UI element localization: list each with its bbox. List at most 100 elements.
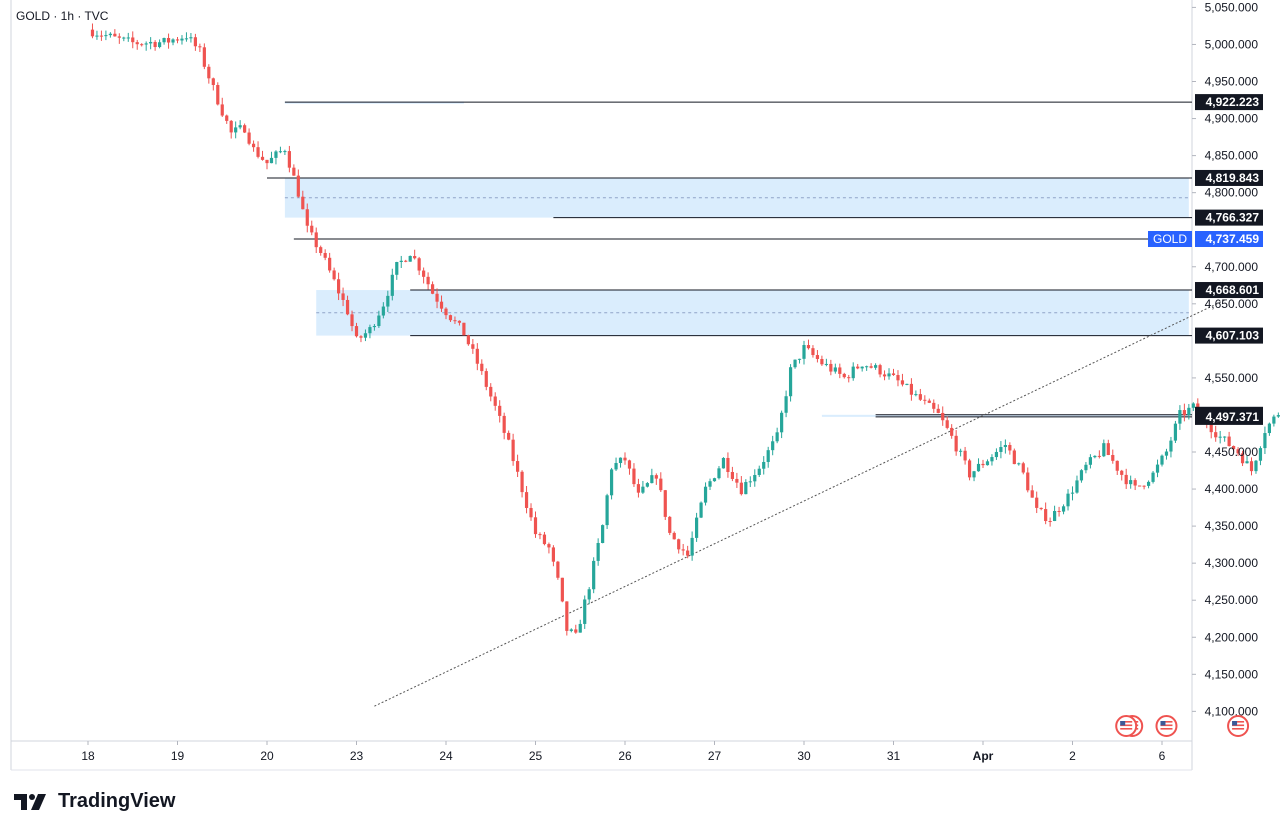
candle-body <box>842 373 846 378</box>
price-tag-label: 4,497.371 <box>1206 410 1260 424</box>
candle-body <box>189 37 193 39</box>
candle-body <box>1079 470 1084 481</box>
candle-body <box>283 151 287 153</box>
candle-body <box>162 37 166 43</box>
price-tick-label: 4,550.000 <box>1205 371 1259 385</box>
candle-body <box>793 359 797 368</box>
time-tick-label: Apr <box>973 749 994 763</box>
candle-body <box>1214 432 1218 438</box>
candle-body <box>408 256 412 262</box>
candle-body <box>1066 493 1070 507</box>
candle-body <box>538 534 542 536</box>
candle-body <box>1017 463 1021 465</box>
candle-body <box>941 412 945 421</box>
candle-body <box>131 37 135 43</box>
flag-stripe <box>1160 721 1173 723</box>
candle-body <box>507 432 511 440</box>
time-tick-label: 6 <box>1159 749 1166 763</box>
flag-stripe <box>1160 728 1173 730</box>
candle-body <box>413 256 417 259</box>
candle-body <box>337 279 341 294</box>
price-tags: 4,922.223 4,819.843 4,766.327 4,737.459 GOLD… <box>1148 94 1263 425</box>
candle-body <box>856 366 860 369</box>
candle-body <box>721 457 726 469</box>
time-tick-label: 27 <box>708 749 722 763</box>
candle-body <box>551 547 555 562</box>
chart-frame <box>10 0 1193 771</box>
candle-body <box>1258 448 1263 461</box>
candle-body <box>359 336 363 338</box>
candle-body <box>999 447 1003 452</box>
candle-body <box>614 463 618 470</box>
candle-body <box>1272 416 1276 424</box>
candle-body <box>166 37 171 43</box>
time-tick-label: 19 <box>171 749 185 763</box>
candle-body <box>1240 453 1245 464</box>
flag-stripe <box>1120 724 1133 727</box>
candle-body <box>954 435 958 452</box>
candle-body <box>1236 449 1240 454</box>
candle-body <box>780 412 784 433</box>
candle-body <box>703 486 708 503</box>
time-tick-label: 20 <box>260 749 274 763</box>
candle-body <box>422 270 426 277</box>
candle-body <box>824 363 828 365</box>
candle-body <box>618 457 623 464</box>
candle-body <box>113 33 117 37</box>
candle-body <box>574 629 578 633</box>
candle-body <box>869 366 873 368</box>
candle-body <box>122 37 126 39</box>
candle-body <box>314 232 318 248</box>
candle-body <box>712 478 717 482</box>
candle-body <box>985 461 990 466</box>
candle-body <box>592 560 596 590</box>
candle-body <box>1160 455 1164 465</box>
candle-body <box>453 320 457 322</box>
symbol-label: GOLD · 1h · TVC <box>16 9 109 23</box>
candle-body <box>833 367 837 372</box>
candle-body <box>753 474 757 482</box>
candle-body <box>1146 481 1151 486</box>
candle-body <box>1142 485 1146 487</box>
price-tick-label: 5,000.000 <box>1205 37 1259 51</box>
price-tick-label: 4,150.000 <box>1205 667 1259 681</box>
price-tag-label: 4,766.327 <box>1206 211 1260 225</box>
candle-body <box>645 483 649 487</box>
candle-body <box>815 355 820 359</box>
candle-body <box>847 377 851 379</box>
candle-body <box>251 143 256 148</box>
candle-body <box>471 344 475 349</box>
candle-body <box>1263 433 1267 449</box>
candle-body <box>381 306 385 316</box>
time-tick-label: 26 <box>618 749 632 763</box>
candle-body <box>788 367 793 397</box>
candle-body <box>882 374 887 377</box>
candle-body <box>278 151 283 153</box>
candle-body <box>404 260 408 262</box>
price-tick-label: 4,850.000 <box>1205 149 1259 163</box>
candle-body <box>90 29 95 37</box>
candle-body <box>739 482 743 495</box>
candle-body <box>444 308 448 316</box>
candle-body <box>744 482 748 495</box>
candle-body <box>260 156 265 160</box>
candle-body <box>1151 472 1155 482</box>
price-tag-label: 4,819.843 <box>1206 171 1260 185</box>
candle-body <box>659 478 663 491</box>
price-tag <box>1195 231 1263 248</box>
candle-body <box>717 468 721 479</box>
candle-body <box>636 484 641 493</box>
price-tag <box>1195 94 1263 111</box>
candle-body <box>596 542 600 561</box>
candle-body <box>605 495 609 526</box>
candle-body <box>108 33 112 36</box>
candle-body <box>686 550 690 556</box>
candle-body <box>963 450 967 461</box>
candle-body <box>878 365 882 375</box>
candle-body <box>350 314 354 327</box>
candle-body <box>726 457 730 473</box>
candle-body <box>945 420 949 428</box>
candle-body <box>1039 507 1043 510</box>
candle-body <box>699 502 703 518</box>
